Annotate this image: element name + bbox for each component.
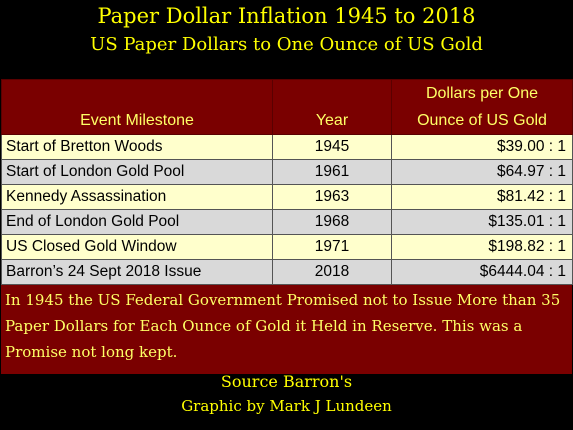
header-year: Year: [272, 79, 392, 135]
cell-dollars: $198.82 : 1: [391, 234, 573, 260]
table-row: Kennedy Assassination 1963 $81.42 : 1: [1, 184, 573, 210]
cell-event: Barron’s 24 Sept 2018 Issue: [1, 259, 273, 285]
table-header-row: Event Milestone Year Dollars per One Oun…: [1, 79, 573, 135]
cell-year: 1961: [272, 159, 392, 185]
cell-dollars: $6444.04 : 1: [391, 259, 573, 285]
cell-dollars: $81.42 : 1: [391, 184, 573, 210]
cell-year: 1968: [272, 209, 392, 235]
cell-event: US Closed Gold Window: [1, 234, 273, 260]
cell-event: Start of London Gold Pool: [1, 159, 273, 185]
source-label: Source Barron's: [220, 372, 353, 391]
chart-subtitle: US Paper Dollars to One Ounce of US Gold: [90, 34, 483, 55]
gold-dollar-table: Event Milestone Year Dollars per One Oun…: [1, 79, 573, 285]
cell-year: 2018: [272, 259, 392, 285]
table-row: End of London Gold Pool 1968 $135.01 : 1: [1, 209, 573, 235]
cell-year: 1945: [272, 134, 392, 160]
cell-event: End of London Gold Pool: [1, 209, 273, 235]
header-dollars-line2: Ounce of US Gold: [417, 112, 547, 129]
chart-title: Paper Dollar Inflation 1945 to 2018: [97, 4, 476, 28]
table-row: US Closed Gold Window 1971 $198.82 : 1: [1, 234, 573, 260]
header-dollars-line1: Dollars per One: [425, 85, 539, 102]
cell-event: Start of Bretton Woods: [1, 134, 273, 160]
cell-year: 1971: [272, 234, 392, 260]
footnote-box: In 1945 the US Federal Government Promis…: [1, 285, 572, 374]
table-row: Start of London Gold Pool 1961 $64.97 : 1: [1, 159, 573, 185]
cell-dollars: $135.01 : 1: [391, 209, 573, 235]
cell-dollars: $64.97 : 1: [391, 159, 573, 185]
header-dollars-per-ounce: Dollars per One Ounce of US Gold: [391, 79, 573, 135]
cell-year: 1963: [272, 184, 392, 210]
header-event-milestone: Event Milestone: [1, 79, 273, 135]
table-row: Barron’s 24 Sept 2018 Issue 2018 $6444.04 …: [1, 259, 573, 285]
cell-event: Kennedy Assassination: [1, 184, 273, 210]
cell-dollars: $39.00 : 1: [391, 134, 573, 160]
table-row: Start of Bretton Woods 1945 $39.00 : 1: [1, 134, 573, 160]
credit-label: Graphic by Mark J Lundeen: [181, 397, 392, 415]
